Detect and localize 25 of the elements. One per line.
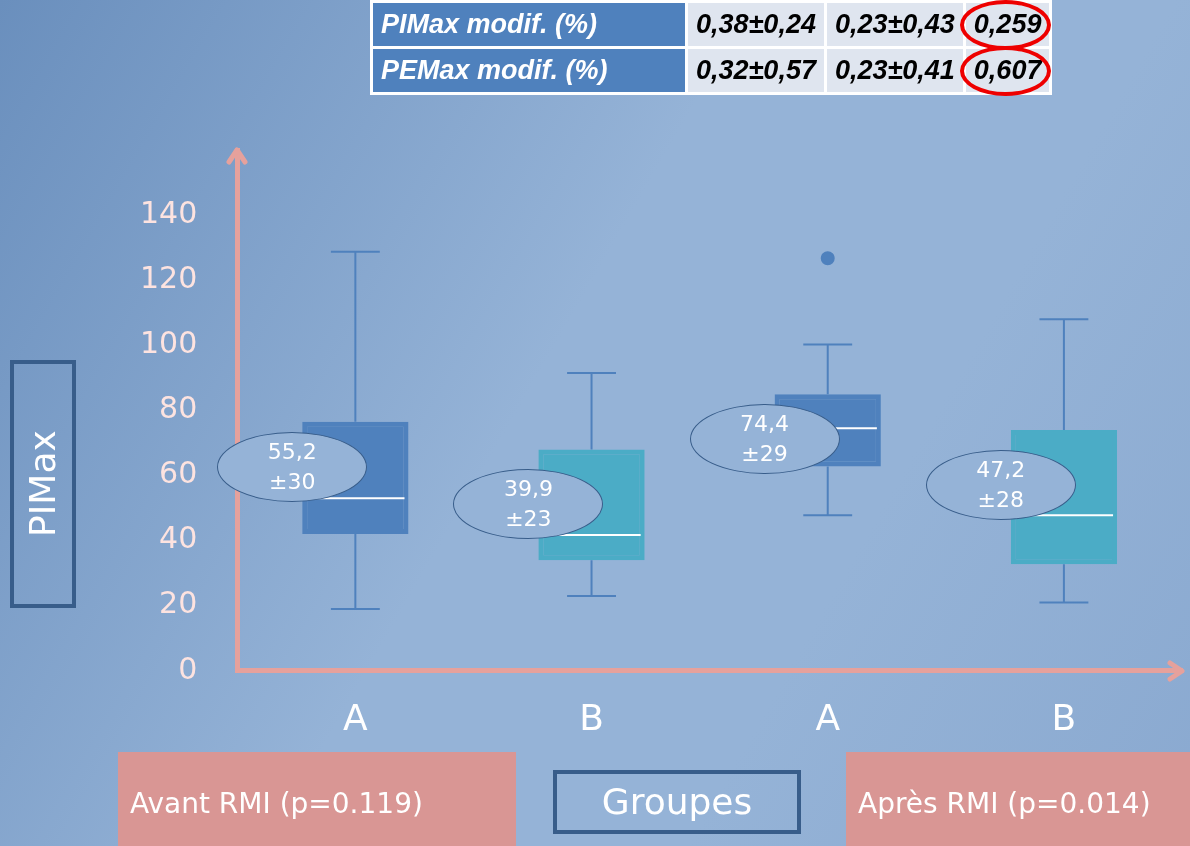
- y-tick-label: 140: [140, 194, 198, 230]
- oval-callout: 74,4 ±29: [689, 404, 840, 475]
- text: 0,38±0,24: [686, 1, 826, 48]
- text: PIMax modif. (%): [371, 1, 687, 48]
- text: PEMax modif. (%): [371, 47, 687, 94]
- x-tick-label: B: [1051, 696, 1077, 738]
- y-tick-label: 60: [159, 455, 198, 491]
- y-tick-label: 80: [159, 390, 198, 426]
- y-tick-label: 20: [159, 585, 198, 621]
- text: 0,23±0,43: [825, 1, 965, 48]
- y-tick-label: 100: [140, 325, 198, 361]
- text: Avant RMI (p=0.119): [118, 752, 516, 846]
- oval-callout: 39,9 ±23: [453, 469, 604, 540]
- x-tick-label: B: [579, 696, 604, 738]
- oval-callout: 47,2 ±28: [925, 449, 1076, 520]
- y-tick-label: 0: [178, 650, 198, 686]
- y-axis-title: PIMax: [10, 360, 76, 608]
- text: 0,32±0,57: [686, 47, 826, 94]
- x-tick-label: A: [815, 696, 841, 738]
- y-tick-label: 40: [159, 520, 198, 556]
- x-axis-title: Groupes: [553, 770, 801, 834]
- y-tick-label: 120: [140, 260, 198, 295]
- text: Après RMI (p=0.014): [846, 752, 1190, 846]
- x-tick-label: A: [343, 696, 369, 738]
- text: 0,23±0,41: [825, 47, 965, 94]
